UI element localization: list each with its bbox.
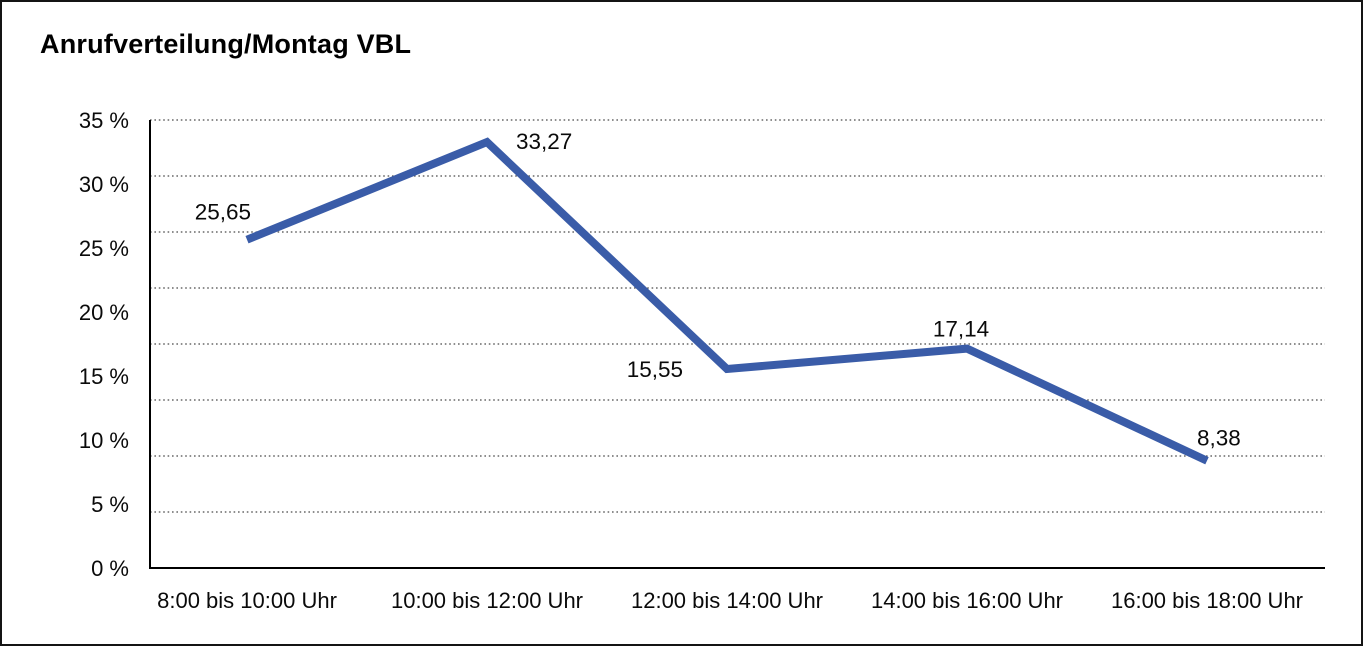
y-tick-label: 25 %	[79, 236, 129, 261]
y-tick-label: 5 %	[91, 492, 129, 517]
y-tick-label: 35 %	[79, 108, 129, 133]
data-label: 15,55	[627, 357, 683, 382]
series-line	[245, 137, 1209, 465]
x-category-label: 8:00 bis 10:00 Uhr	[157, 588, 337, 613]
data-label: 25,65	[195, 200, 251, 225]
y-tick-label: 15 %	[79, 364, 129, 389]
chart-title: Anrufverteilung/Montag VBL	[40, 29, 412, 59]
y-tick-label: 10 %	[79, 428, 129, 453]
x-category-label: 14:00 bis 16:00 Uhr	[871, 588, 1063, 613]
data-label: 33,27	[516, 129, 572, 154]
y-tick-label: 30 %	[79, 172, 129, 197]
x-category-label: 12:00 bis 14:00 Uhr	[631, 588, 823, 613]
data-label: 8,38	[1197, 426, 1241, 451]
x-category-label: 16:00 bis 18:00 Uhr	[1111, 588, 1303, 613]
y-tick-label: 0 %	[91, 556, 129, 581]
x-category-label: 10:00 bis 12:00 Uhr	[391, 588, 583, 613]
y-tick-label: 20 %	[79, 300, 129, 325]
data-label: 17,14	[933, 317, 989, 342]
